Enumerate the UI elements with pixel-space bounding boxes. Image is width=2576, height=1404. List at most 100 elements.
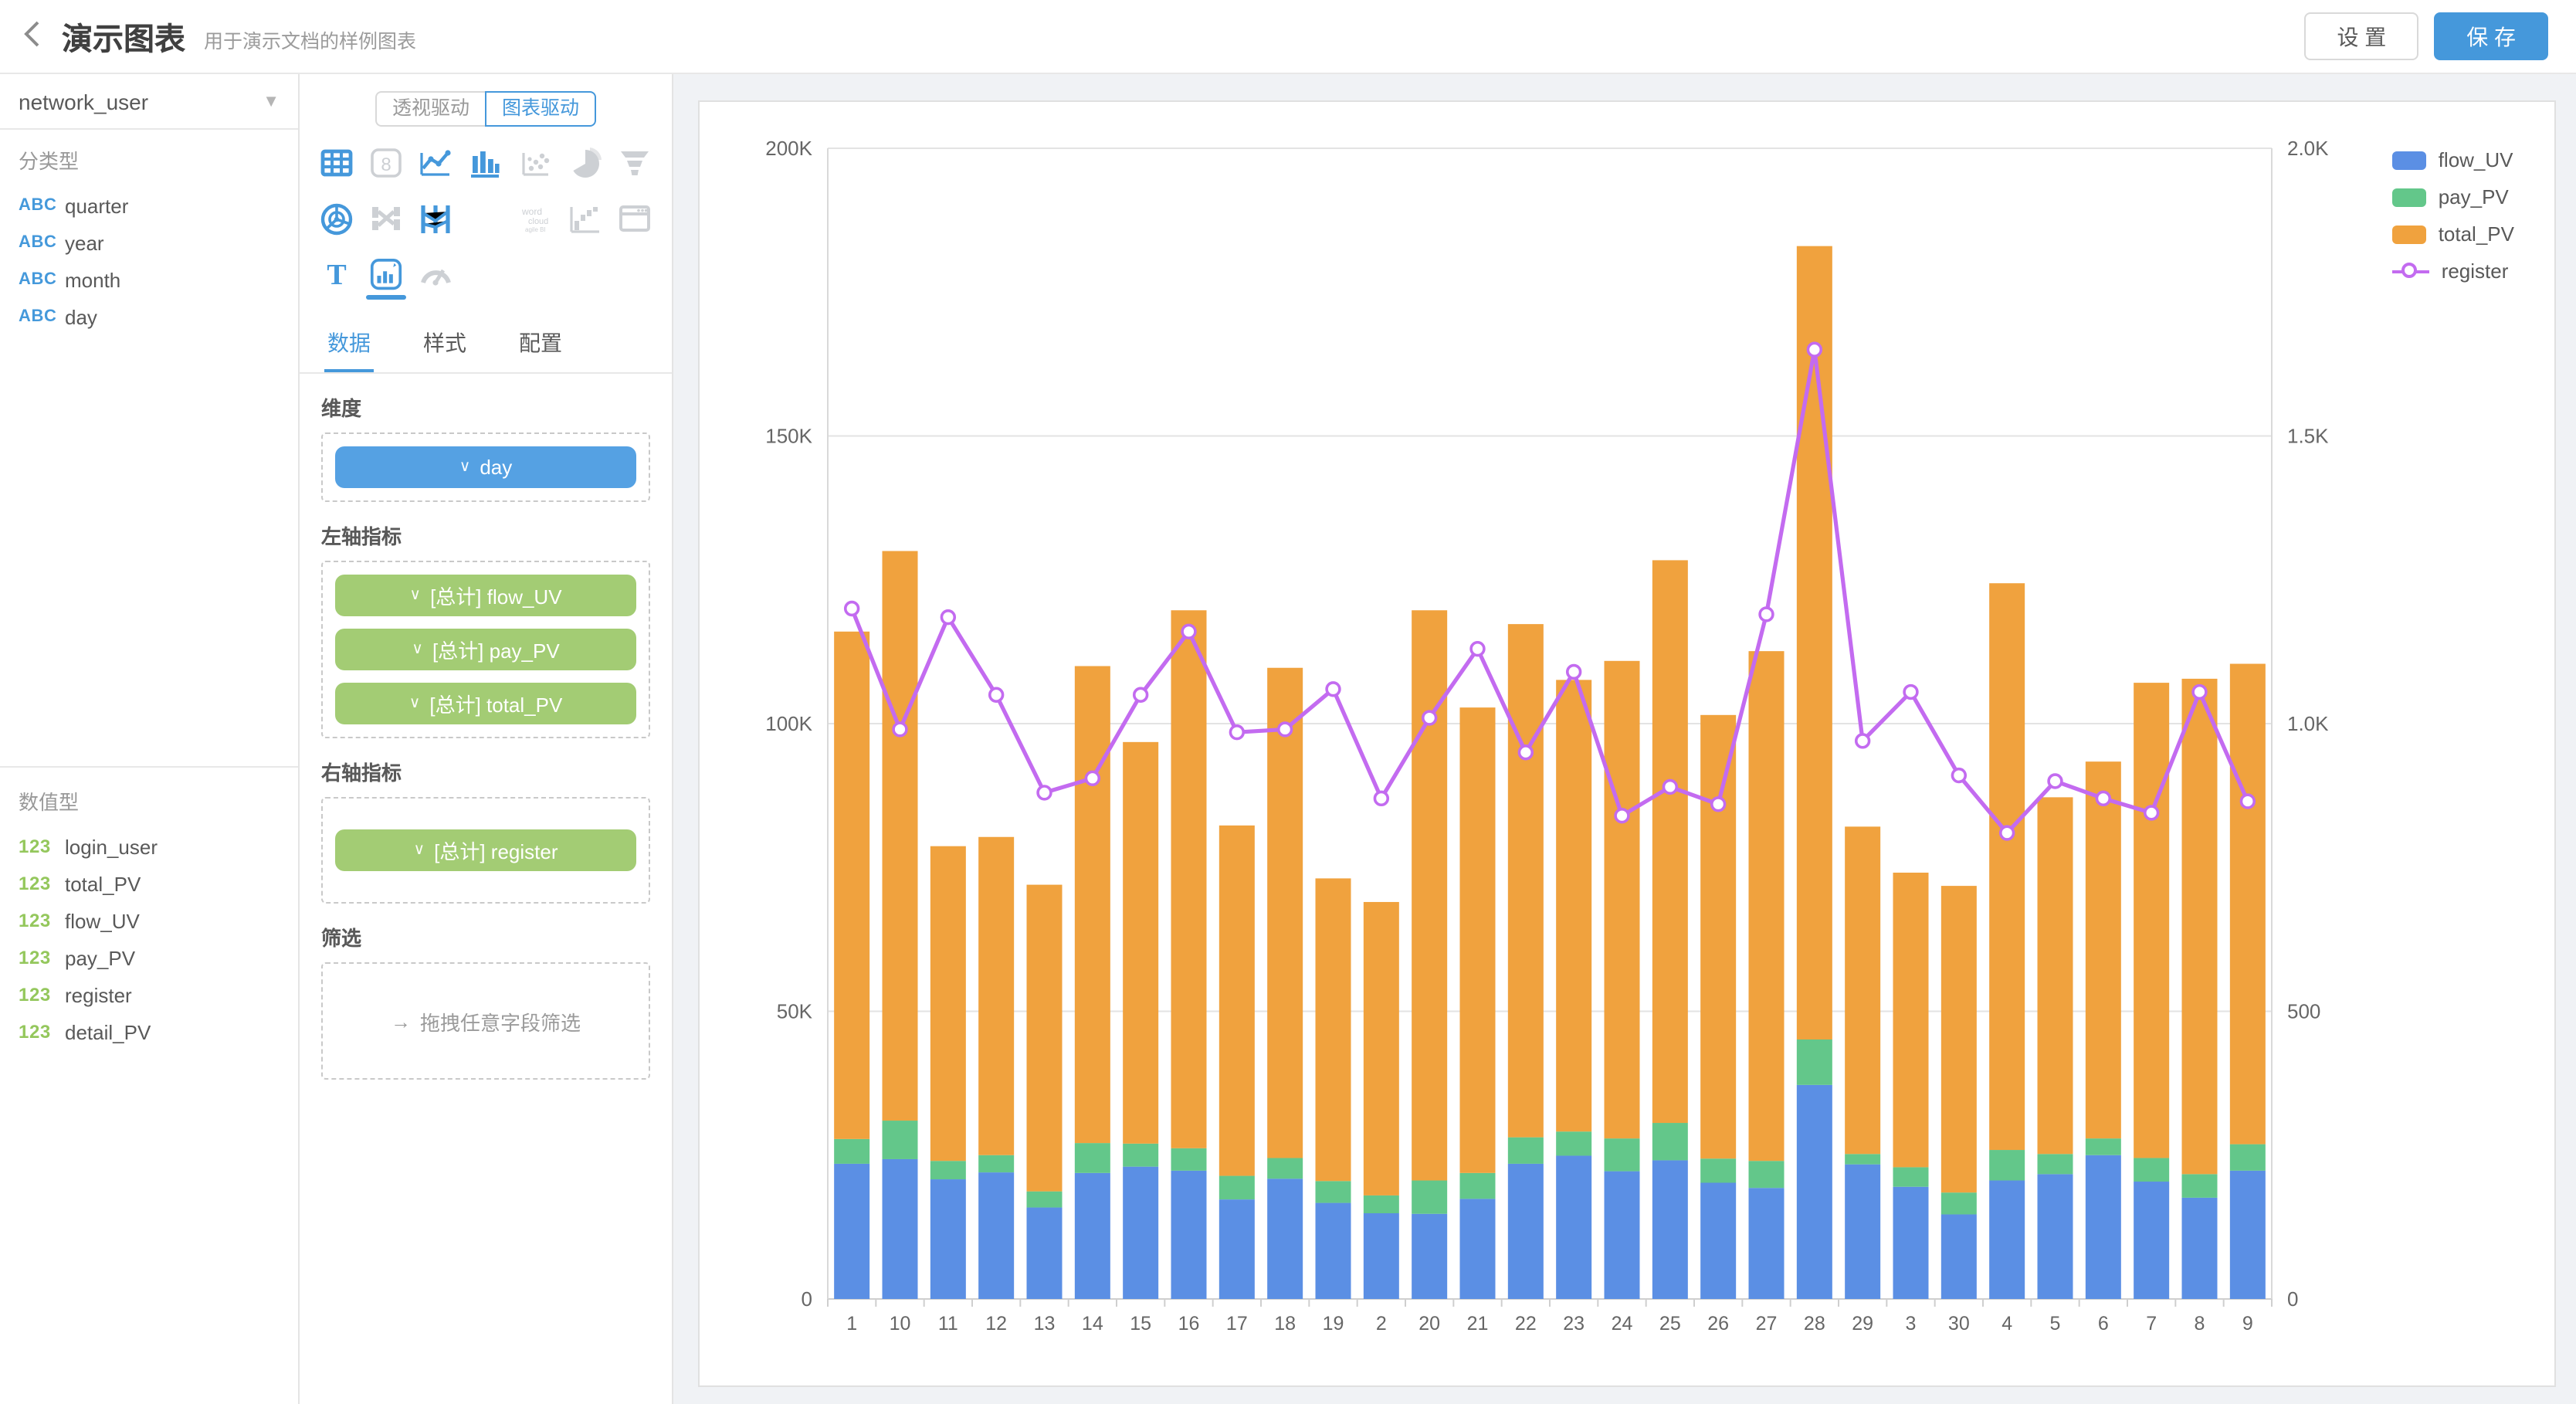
chip-chevron-icon: ∨ (408, 695, 421, 712)
numeric-field-list: 123 login_user 123 total_PV 123 flow_UV 123 pay… (19, 828, 280, 1050)
svg-text:28: 28 (1804, 1313, 1825, 1334)
field-item-flow_UV[interactable]: 123 flow_UV (19, 902, 280, 939)
svg-text:21: 21 (1467, 1313, 1489, 1334)
page-subtitle: 用于演示文档的样例图表 (204, 31, 417, 53)
field-type-badge: 123 (19, 910, 51, 931)
field-type-badge: 123 (19, 947, 51, 968)
parallel-chart-icon[interactable] (418, 202, 455, 244)
dual-axis-chart-icon[interactable] (366, 258, 407, 300)
field-name: day (65, 305, 97, 328)
svg-text:200K: 200K (765, 137, 812, 160)
chip-chevron-icon: ∨ (413, 842, 425, 859)
field-item-month[interactable]: ABC month (19, 261, 280, 298)
waterfall-chart-icon (567, 202, 604, 244)
field-type-badge: ABC (19, 270, 57, 289)
svg-text:500: 500 (2287, 1000, 2320, 1023)
field-name: month (65, 268, 121, 291)
legend-item-pay_PV[interactable]: pay_PV (2391, 185, 2514, 209)
tab-配置[interactable]: 配置 (519, 331, 562, 355)
field-sidebar: network_user ▼ 分类型 ABC quarter ABC year ABC m… (0, 74, 300, 1404)
dimension-dropzone[interactable]: ∨ day (321, 432, 650, 502)
metric-chip[interactable]: ∨ [总计] pay_PV (335, 629, 636, 670)
svg-text:5: 5 (2050, 1313, 2061, 1334)
bar-series-group[interactable] (834, 246, 2266, 1300)
field-name: flow_UV (65, 909, 140, 932)
field-item-year[interactable]: ABC year (19, 224, 280, 261)
field-item-quarter[interactable]: ABC quarter (19, 187, 280, 224)
left-axis-dropzone[interactable]: ∨ [总计] flow_UV ∨ [总计] pay_PV ∨ [总计] total_PV (321, 561, 650, 738)
chip-label: [总计] register (434, 840, 558, 863)
header: 演示图表 用于演示文档的样例图表 设 置 保 存 (0, 0, 2576, 74)
drag-arrow-icon: → (390, 1009, 411, 1033)
svg-text:23: 23 (1563, 1313, 1585, 1334)
metric-chip[interactable]: ∨ [总计] register (335, 829, 636, 871)
radar-chart-icon[interactable] (318, 202, 355, 244)
field-name: detail_PV (65, 1020, 151, 1043)
svg-text:2.0K: 2.0K (2287, 137, 2329, 160)
field-item-pay_PV[interactable]: 123 pay_PV (19, 939, 280, 976)
mode-toggle-透视驱动[interactable]: 透视驱动 (375, 91, 485, 127)
svg-text:100K: 100K (765, 712, 812, 735)
chevron-left-icon (23, 20, 39, 46)
chip-label: [总计] pay_PV (432, 639, 560, 663)
svg-text:10: 10 (890, 1313, 911, 1334)
svg-text:6: 6 (2098, 1313, 2109, 1334)
svg-text:8: 8 (2195, 1313, 2205, 1334)
svg-text:8: 8 (381, 154, 391, 175)
chart-card: 0 0 50K 500 100K 1.0K 150K 1.5K 200K 2.0K 1 10 11 12 1… (698, 100, 2556, 1387)
svg-text:2: 2 (1376, 1313, 1387, 1334)
svg-text:25: 25 (1659, 1313, 1681, 1334)
metric-chip[interactable]: ∨ [总计] total_PV (335, 683, 636, 724)
line-chart-icon[interactable] (418, 147, 455, 188)
save-button[interactable]: 保 存 (2434, 12, 2548, 60)
chevron-down-icon: ▼ (263, 92, 280, 110)
filter-label: 筛选 (321, 927, 362, 950)
grid-and-axes: 0 0 50K 500 100K 1.0K 150K 1.5K 200K 2.0K (765, 137, 2329, 1311)
right-axis-dropzone[interactable]: ∨ [总计] register (321, 797, 650, 904)
filter-section: 筛选 → 拖拽任意字段筛选 (300, 922, 672, 1080)
field-item-total_PV[interactable]: 123 total_PV (19, 865, 280, 902)
svg-text:27: 27 (1756, 1313, 1778, 1334)
left-axis-label: 左轴指标 (321, 525, 402, 548)
chart-area: 0 0 50K 500 100K 1.0K 150K 1.5K 200K 2.0K 1 10 11 12 1… (673, 74, 2576, 1404)
svg-text:50K: 50K (777, 1000, 813, 1023)
wordcloud-chart-icon: word cloud agile BI (517, 202, 554, 244)
numeric-field-section: 数值型 123 login_user 123 total_PV 123 flow_UV 12… (0, 766, 298, 1050)
tab-数据[interactable]: 数据 (324, 321, 374, 372)
field-name: total_PV (65, 872, 141, 895)
bar-chart-icon[interactable] (467, 147, 504, 188)
table-icon[interactable] (318, 147, 355, 188)
field-type-badge: 123 (19, 873, 51, 894)
field-item-day[interactable]: ABC day (19, 298, 280, 335)
numeric-section-title: 数值型 (19, 791, 80, 814)
header-actions: 设 置 保 存 (2304, 12, 2576, 60)
category-section-title: 分类型 (19, 150, 80, 173)
back-button[interactable] (0, 2, 62, 70)
datasource-selector[interactable]: network_user ▼ (0, 74, 298, 130)
svg-text:20: 20 (1418, 1313, 1440, 1334)
svg-text:12: 12 (985, 1313, 1007, 1334)
filter-dropzone[interactable]: → 拖拽任意字段筛选 (321, 962, 650, 1080)
field-item-register[interactable]: 123 register (19, 976, 280, 1013)
chip-label: day (480, 456, 513, 479)
legend-dot (2401, 262, 2417, 277)
legend-item-register[interactable]: register (2391, 259, 2514, 283)
settings-button[interactable]: 设 置 (2304, 12, 2419, 60)
legend-item-flow_UV[interactable]: flow_UV (2391, 148, 2514, 171)
field-item-login_user[interactable]: 123 login_user (19, 828, 280, 865)
rich-text-icon[interactable]: T (318, 258, 355, 300)
field-name: year (65, 231, 104, 254)
legend-item-total_PV[interactable]: total_PV (2391, 222, 2514, 246)
svg-text:0: 0 (802, 1287, 812, 1311)
metric-chip[interactable]: ∨ [总计] flow_UV (335, 575, 636, 616)
legend-label: flow_UV (2438, 148, 2513, 171)
right-axis-label: 右轴指标 (321, 761, 402, 785)
svg-text:1: 1 (846, 1313, 857, 1334)
line-series-group[interactable] (843, 341, 2256, 841)
mode-toggle-图表驱动[interactable]: 图表驱动 (485, 91, 597, 127)
metric-chip[interactable]: ∨ day (335, 446, 636, 488)
svg-text:3: 3 (1906, 1313, 1917, 1334)
field-item-detail_PV[interactable]: 123 detail_PV (19, 1013, 280, 1050)
tab-样式[interactable]: 样式 (423, 331, 466, 355)
